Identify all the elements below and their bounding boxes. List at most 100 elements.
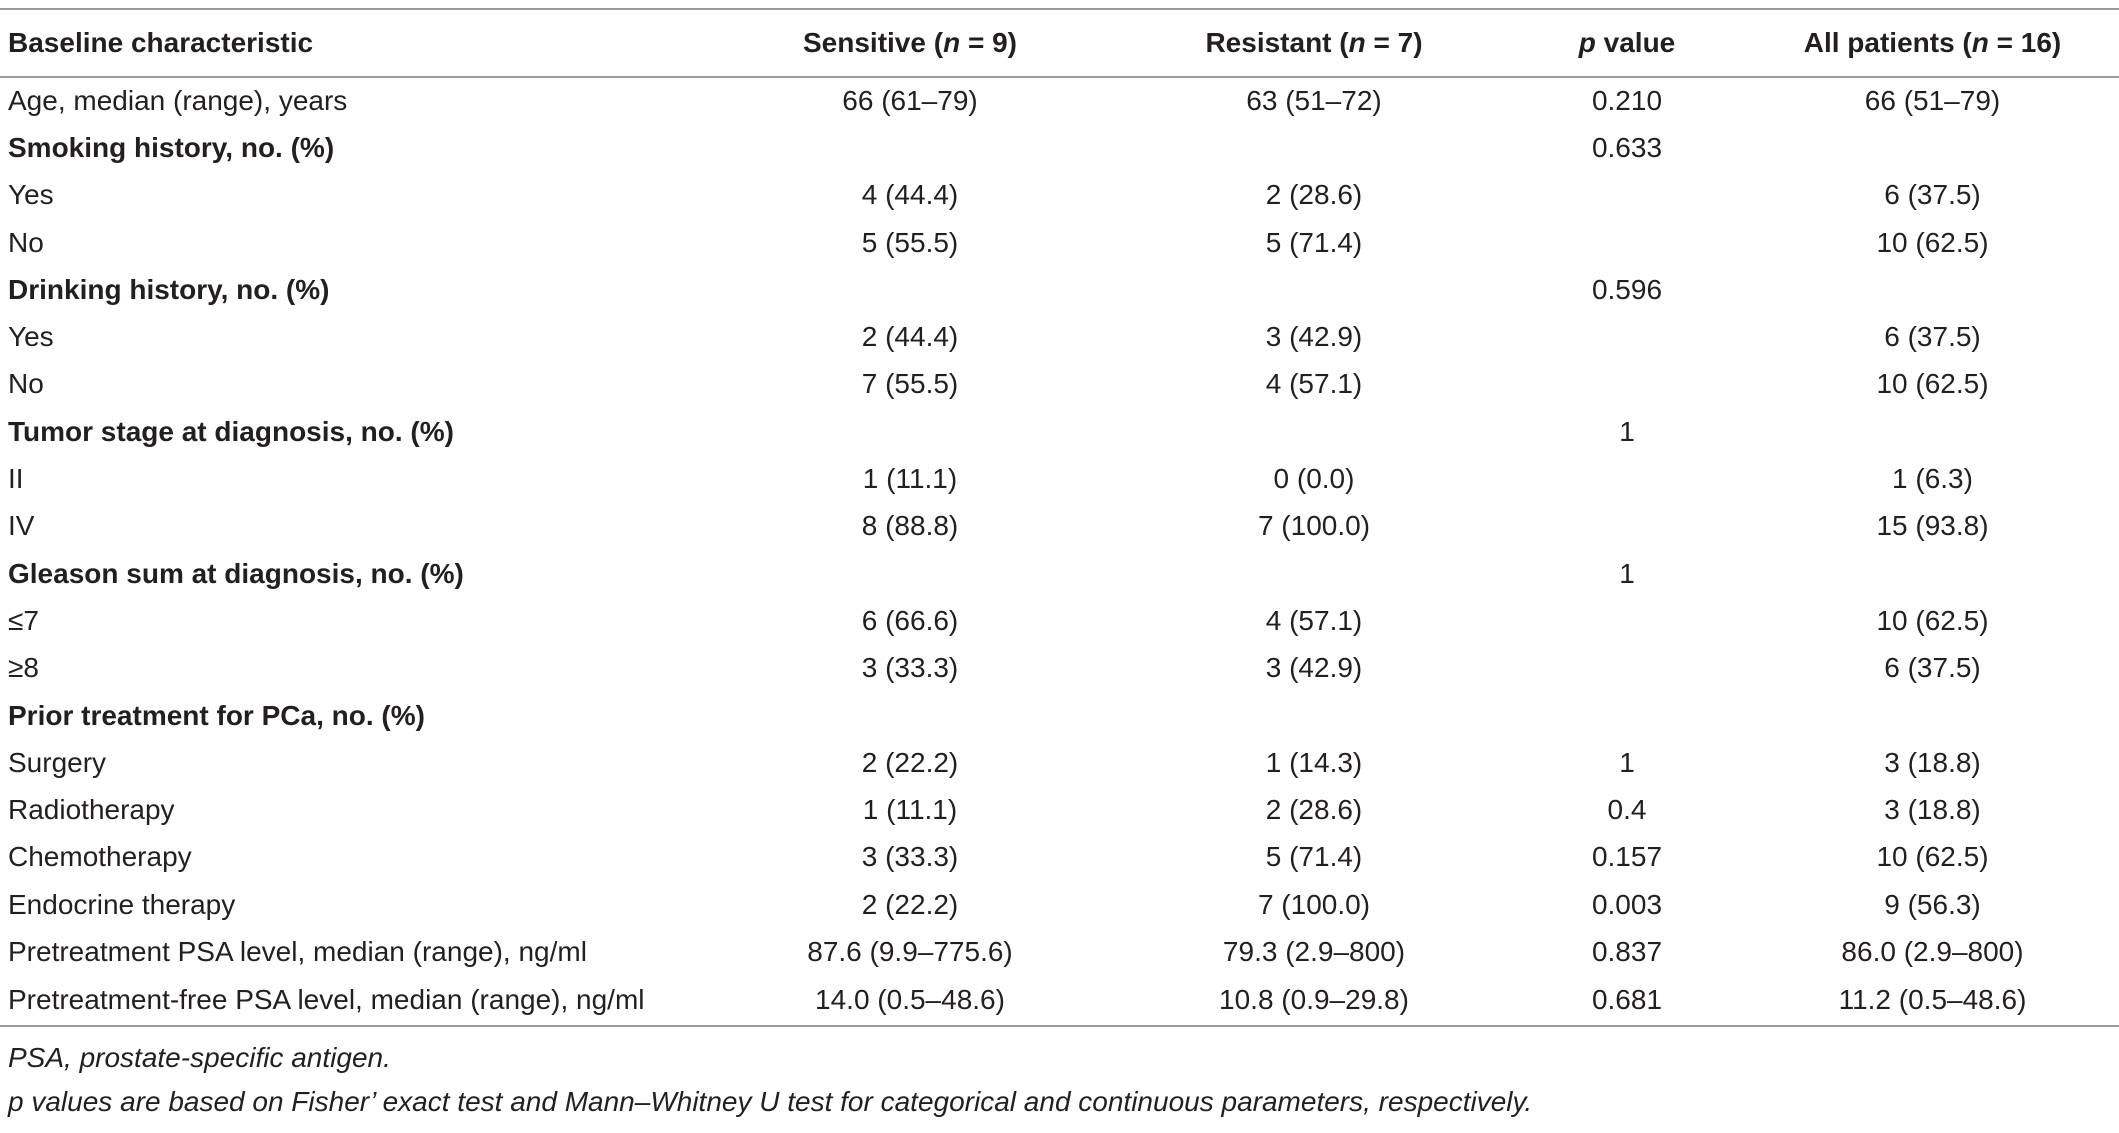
sensitive-value-cell — [700, 550, 1120, 597]
table-row: No 7 (55.5) 4 (57.1) 10 (62.5) — [0, 361, 2119, 408]
sensitive-value-cell — [700, 408, 1120, 455]
all-patients-value-cell: 10 (62.5) — [1876, 604, 1989, 636]
resistant-value-cell — [1120, 124, 1508, 171]
sensitive-value-cell — [700, 266, 1120, 313]
p-value-cell: 1 — [1619, 557, 1635, 589]
resistant-value-cell: 63 (51–72) — [1246, 85, 1382, 117]
characteristic-cell: Prior treatment for PCa, no. (%) — [8, 699, 425, 731]
header-p-value: p value — [1508, 8, 1746, 78]
header-resistant: Resistant (n = 7) — [1120, 8, 1508, 78]
characteristic-cell: Radiotherapy — [8, 794, 175, 826]
baseline-characteristics-table: Baseline characteristic Sensitive (n = 9… — [0, 8, 2119, 1027]
characteristic-cell: II — [8, 463, 24, 495]
header-baseline-characteristic: Baseline characteristic — [0, 8, 700, 78]
p-value-cell — [1508, 219, 1746, 266]
header-sensitive-label: Sensitive ( — [803, 27, 944, 58]
characteristic-cell: Pretreatment PSA level, median (range), … — [8, 935, 587, 967]
characteristic-cell: ≤7 — [8, 604, 39, 636]
p-value-cell — [1508, 313, 1746, 360]
resistant-value-cell: 79.3 (2.9–800) — [1222, 935, 1406, 967]
header-resistant-n: n — [1348, 27, 1366, 58]
table-row: Radiotherapy 1 (11.1) 2 (28.6) 0.4 3 (18.8) — [0, 786, 2119, 833]
table-row: Pretreatment-free PSA level, median (ran… — [0, 975, 2119, 1027]
p-value-cell — [1508, 361, 1746, 408]
table-row: Endocrine therapy 2 (22.2) 7 (100.0) 0.003 9… — [0, 881, 2119, 928]
all-patients-value-cell: 10 (62.5) — [1876, 841, 1989, 873]
all-patients-value-cell — [1746, 124, 2119, 171]
table-row: Surgery 2 (22.2) 1 (14.3) 1 3 (18.8) — [0, 739, 2119, 786]
characteristic-cell: Gleason sum at diagnosis, no. (%) — [8, 557, 464, 589]
header-all-count: = 16) — [1988, 27, 2062, 58]
table-row: ≤7 6 (66.6) 4 (57.1) 10 (62.5) — [0, 597, 2119, 644]
p-value-cell: 0.4 — [1607, 794, 1647, 826]
header-resistant-count: = 7) — [1365, 27, 1423, 58]
all-patients-value-cell: 10 (62.5) — [1876, 368, 1989, 400]
p-value-cell: 0.596 — [1591, 273, 1663, 305]
characteristic-cell: Smoking history, no. (%) — [8, 131, 335, 163]
all-patients-value-cell — [1746, 692, 2119, 739]
all-patients-value-cell: 6 (37.5) — [1884, 321, 1981, 353]
all-patients-value-cell: 9 (56.3) — [1884, 888, 1981, 920]
resistant-value-cell: 0 (0.0) — [1273, 463, 1355, 495]
resistant-value-cell: 1 (14.3) — [1265, 746, 1363, 778]
header-sensitive: Sensitive (n = 9) — [700, 8, 1120, 78]
sensitive-value-cell: 2 (22.2) — [861, 888, 959, 920]
table-footnotes: PSA, prostate-specific antigen. p values… — [8, 1036, 1532, 1124]
table-group-row: Smoking history, no. (%) 0.633 — [0, 124, 2119, 171]
table-body: Age, median (range), years 66 (61–79) 63 (… — [0, 77, 2119, 1027]
all-patients-value-cell: 86.0 (2.9–800) — [1841, 935, 2024, 967]
table-row: Chemotherapy 3 (33.3) 5 (71.4) 0.157 10 (62.… — [0, 834, 2119, 881]
sensitive-value-cell — [700, 124, 1120, 171]
sensitive-value-cell: 3 (33.3) — [861, 841, 959, 873]
all-patients-value-cell: 3 (18.8) — [1884, 746, 1981, 778]
table-row: Age, median (range), years 66 (61–79) 63 (… — [0, 77, 2119, 124]
resistant-value-cell — [1120, 550, 1508, 597]
all-patients-value-cell: 10 (62.5) — [1876, 226, 1989, 258]
characteristic-cell: Pretreatment-free PSA level, median (ran… — [0, 975, 700, 1027]
header-all-n: n — [1971, 27, 1989, 58]
resistant-value-cell — [1120, 408, 1508, 455]
p-value-cell — [1508, 645, 1746, 692]
sensitive-value-cell: 4 (44.4) — [861, 179, 959, 211]
table-group-row: Gleason sum at diagnosis, no. (%) 1 — [0, 550, 2119, 597]
all-patients-value-cell — [1746, 550, 2119, 597]
header-all-patients: All patients (n = 16) — [1746, 8, 2119, 78]
resistant-value-cell: 4 (57.1) — [1265, 604, 1363, 636]
all-patients-value-cell — [1746, 266, 2119, 313]
characteristic-cell: IV — [8, 510, 35, 542]
table-row: Yes 4 (44.4) 2 (28.6) 6 (37.5) — [0, 172, 2119, 219]
sensitive-value-cell — [700, 692, 1120, 739]
footnote-statistics: p values are based on Fisher’ exact test… — [8, 1086, 1533, 1117]
resistant-value-cell: 3 (42.9) — [1265, 652, 1363, 684]
p-value-cell: 0.837 — [1591, 935, 1663, 967]
all-patients-value-cell: 11.2 (0.5–48.6) — [1746, 975, 2119, 1027]
p-value-cell: 0.633 — [1591, 131, 1663, 163]
resistant-value-cell: 2 (28.6) — [1265, 179, 1363, 211]
p-value-cell: 0.681 — [1508, 975, 1746, 1027]
table-row: Pretreatment PSA level, median (range), … — [0, 928, 2119, 975]
resistant-value-cell: 7 (100.0) — [1257, 510, 1371, 542]
header-p-letter: p — [1578, 27, 1596, 58]
sensitive-value-cell: 8 (88.8) — [861, 510, 959, 542]
resistant-value-cell: 10.8 (0.9–29.8) — [1120, 975, 1508, 1027]
characteristic-cell: No — [8, 226, 44, 258]
characteristic-cell: Tumor stage at diagnosis, no. (%) — [8, 415, 454, 447]
sensitive-value-cell: 66 (61–79) — [842, 85, 978, 117]
sensitive-value-cell: 6 (66.6) — [861, 604, 959, 636]
table-group-row: Prior treatment for PCa, no. (%) — [0, 692, 2119, 739]
all-patients-value-cell: 6 (37.5) — [1884, 652, 1981, 684]
characteristic-cell: No — [8, 368, 44, 400]
resistant-value-cell: 5 (71.4) — [1265, 226, 1363, 258]
footnote-abbreviation: PSA, prostate-specific antigen. — [8, 1042, 391, 1073]
sensitive-value-cell: 2 (22.2) — [861, 746, 959, 778]
p-value-cell: 1 — [1619, 415, 1635, 447]
characteristic-cell: Yes — [8, 179, 54, 211]
resistant-value-cell — [1120, 266, 1508, 313]
characteristic-cell: ≥8 — [8, 652, 39, 684]
all-patients-value-cell: 66 (51–79) — [1864, 85, 2001, 117]
header-sensitive-count: = 9) — [960, 27, 1017, 58]
resistant-value-cell: 5 (71.4) — [1265, 841, 1363, 873]
sensitive-value-cell: 87.6 (9.9–775.6) — [807, 935, 1013, 967]
all-patients-value-cell: 15 (93.8) — [1876, 510, 1989, 542]
